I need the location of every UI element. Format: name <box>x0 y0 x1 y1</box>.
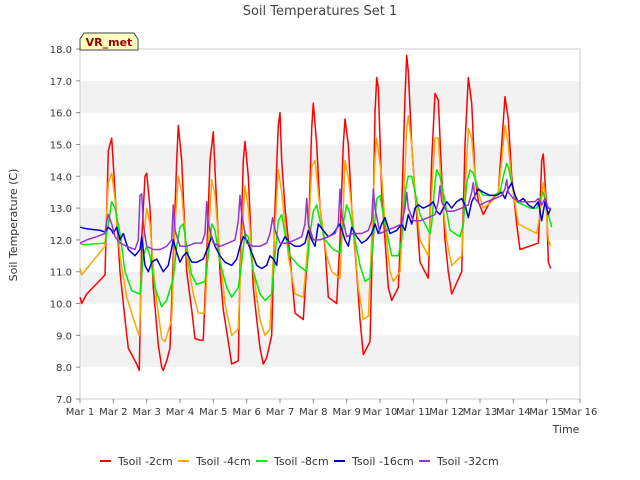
y-tick-label: 13.0 <box>50 204 72 215</box>
y-tick-label: 9.0 <box>56 331 72 342</box>
grid-band <box>80 303 580 336</box>
legend-label: Tsoil -32cm <box>436 455 499 468</box>
x-tick-label: Mar 10 <box>363 407 398 418</box>
site-label-badge: VR_met <box>79 32 139 51</box>
grid-band <box>80 176 580 209</box>
x-tick-label: Mar 5 <box>199 407 227 418</box>
grid-band <box>80 367 580 399</box>
grid-band <box>80 335 580 368</box>
y-tick-label: 14.0 <box>50 172 72 183</box>
series-line-tsoil-4cm <box>79 115 552 343</box>
x-tick-label: Mar 12 <box>429 407 464 418</box>
y-tick-label: 16.0 <box>50 109 72 120</box>
grid-band <box>80 49 580 81</box>
x-tick-label: Mar 8 <box>299 407 327 418</box>
x-tick-label: Mar 4 <box>166 407 194 418</box>
series-line-tsoil-32cm <box>79 178 551 251</box>
legend-label: Tsoil -4cm <box>195 455 251 468</box>
y-tick-label: 11.0 <box>50 268 72 279</box>
x-tick-label: Mar 13 <box>463 407 498 418</box>
x-tick-label: Mar 9 <box>332 407 360 418</box>
legend: Tsoil -2cm Tsoil -4cm Tsoil -8cm Tsoil -16c… <box>100 455 499 468</box>
x-tick-label: Mar 11 <box>396 407 431 418</box>
x-tick-label: Mar 15 <box>529 407 564 418</box>
x-tick-label: Mar 1 <box>66 407 94 418</box>
grid-band <box>80 144 580 177</box>
x-tick-label: Mar 14 <box>496 407 531 418</box>
chart-title: Soil Temperatures Set 1 <box>243 4 398 19</box>
grid-band <box>80 112 580 145</box>
series-line-tsoil-16cm <box>79 181 552 273</box>
y-tick-label: 18.0 <box>50 45 72 56</box>
legend-label: Tsoil -8cm <box>273 455 329 468</box>
grid-band <box>80 80 580 113</box>
series-line-tsoil-2cm <box>79 54 552 372</box>
site-label: VR_met <box>86 36 133 49</box>
x-tick-label: Mar 7 <box>266 407 294 418</box>
legend-label: Tsoil -2cm <box>117 455 173 468</box>
y-tick-label: 7.0 <box>56 395 72 406</box>
y-tick-label: 17.0 <box>50 77 72 88</box>
x-axis-label: Time <box>552 423 580 436</box>
plot-frame <box>79 48 581 400</box>
y-tick-label: 10.0 <box>50 300 72 311</box>
x-tick-label: Mar 16 <box>563 407 598 418</box>
x-tick-label: Mar 6 <box>232 407 260 418</box>
y-tick-label: 12.0 <box>50 236 72 247</box>
y-tick-label: 15.0 <box>50 140 72 151</box>
x-tick-label: Mar 3 <box>132 407 160 418</box>
y-tick-label: 8.0 <box>56 363 72 374</box>
series-line-tsoil-8cm <box>79 162 553 308</box>
grid-band <box>80 208 580 240</box>
legend-label: Tsoil -16cm <box>351 455 414 468</box>
y-axis-label: Soil Temperature (C) <box>7 169 20 282</box>
x-tick-label: Mar 2 <box>99 407 127 418</box>
